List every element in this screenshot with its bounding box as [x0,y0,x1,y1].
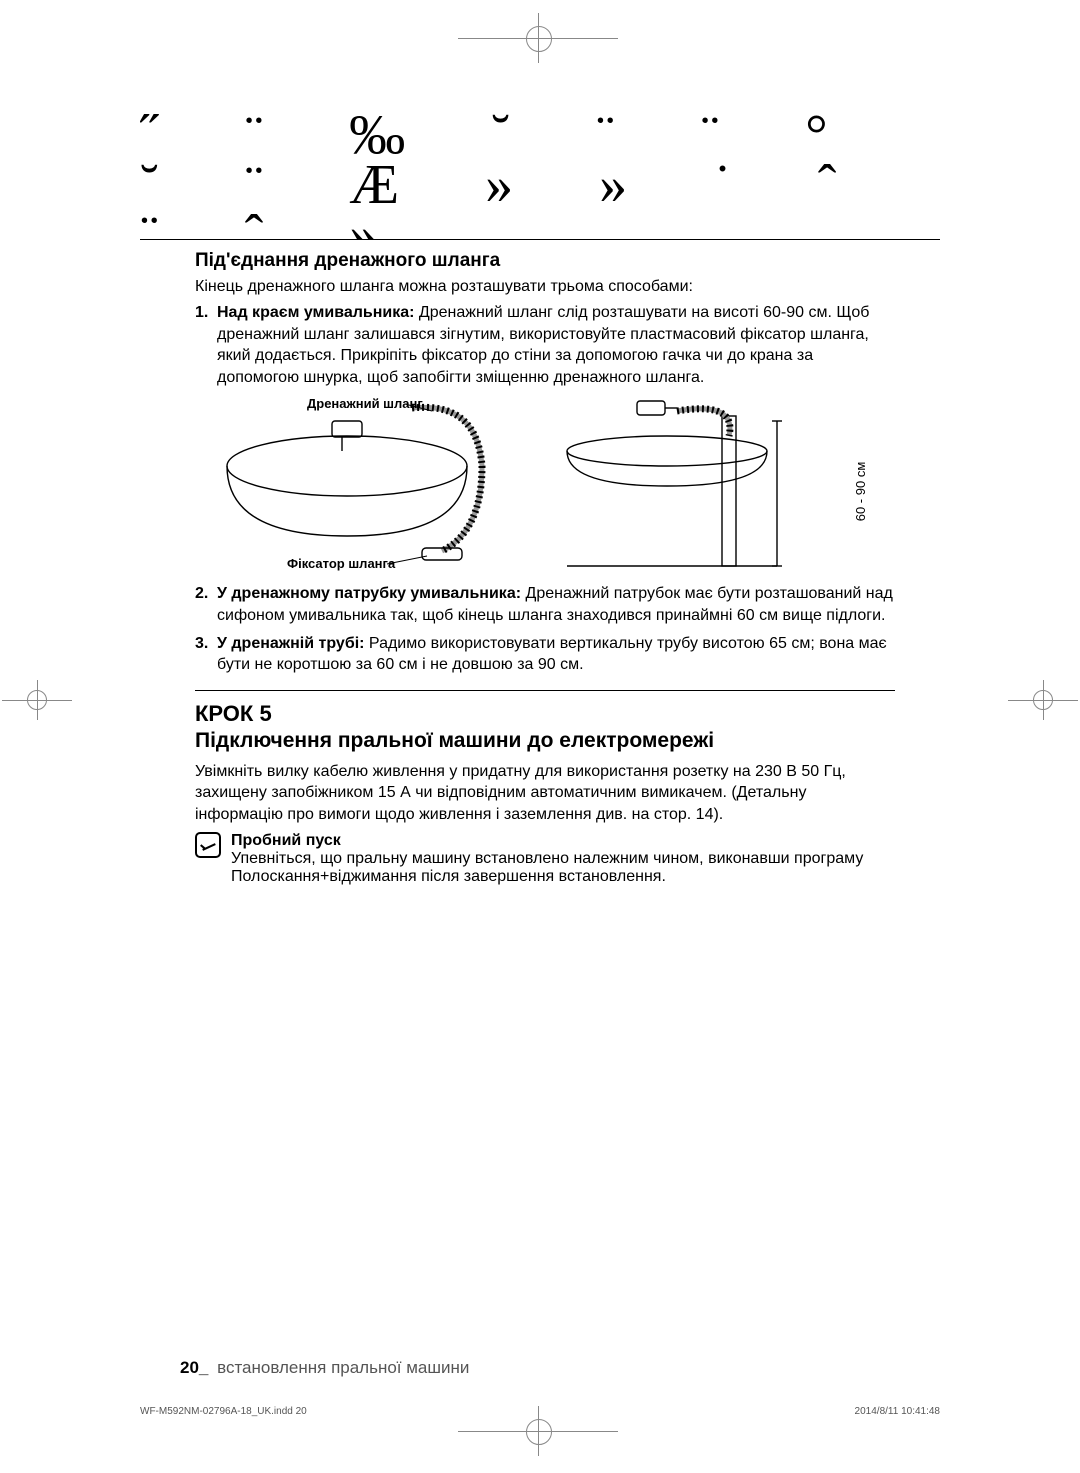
decorative-header-glyphs: ˝ ¨ ‰ ˘ ¨ ¨ ° ˘ ¨ Æ » » ˙ ˆ ¨ ˆ » [140,110,940,240]
crop-mark-right [1008,680,1078,720]
diagram-label-hose: Дренажний шланг [307,396,423,411]
footer-text: встановлення пральної машини [217,1358,469,1377]
note-title: Пробний пуск [231,832,895,850]
installation-diagram: Дренажний шланг [217,396,857,571]
crop-mark-top [518,18,562,62]
diagram-label-height: 60 - 90 см [854,462,869,522]
page-footer: 20_ встановлення пральної машини [180,1358,469,1378]
list-item: 3.У дренажній трубі: Радимо використовув… [217,633,895,676]
crop-mark-bottom [518,1411,562,1455]
note-body: Упевніться, що пральну машину встановлен… [231,850,895,886]
list-item-bold: У дренажному патрубку умивальника: [217,585,521,602]
diagram-svg [217,396,857,571]
section1-list-bottom: 2.У дренажному патрубку умивальника: Дре… [195,583,895,675]
diagram-label-guide: Фіксатор шланга [287,556,395,571]
list-item: 2.У дренажному патрубку умивальника: Дре… [217,583,895,626]
list-item-bold: Над краєм умивальника: [217,304,414,321]
section1-lead: Кінець дренажного шланга можна розташува… [195,278,895,296]
list-item-number: 2. [195,583,208,605]
section-divider [195,690,895,691]
list-item-bold: У дренажній трубі: [217,635,364,652]
step-body: Увімкніть вилку кабелю живлення у придат… [195,761,895,826]
section1-list-top: 1.Над краєм умивальника: Дренажний шланг… [195,302,895,388]
note-icon [195,832,221,858]
step-title: Підключення пральної машини до електроме… [195,729,895,753]
imprint-timestamp: 2014/8/11 10:41:48 [855,1406,940,1417]
list-item-number: 3. [195,633,208,655]
page-number: 20_ [180,1358,208,1377]
step-number: КРОК 5 [195,701,895,727]
list-item: 1.Над краєм умивальника: Дренажний шланг… [217,302,895,388]
section1-heading: Під'єднання дренажного шланга [195,250,895,272]
page-content: Під'єднання дренажного шланга Кінець дре… [195,250,895,886]
note-block: Пробний пуск Упевніться, що пральну маши… [195,832,895,886]
crop-mark-left [2,680,72,720]
list-item-number: 1. [195,302,208,324]
imprint-filename: WF-M592NM-02796A-18_UK.indd 20 [140,1406,307,1417]
note-text: Пробний пуск Упевніться, що пральну маши… [231,832,895,886]
